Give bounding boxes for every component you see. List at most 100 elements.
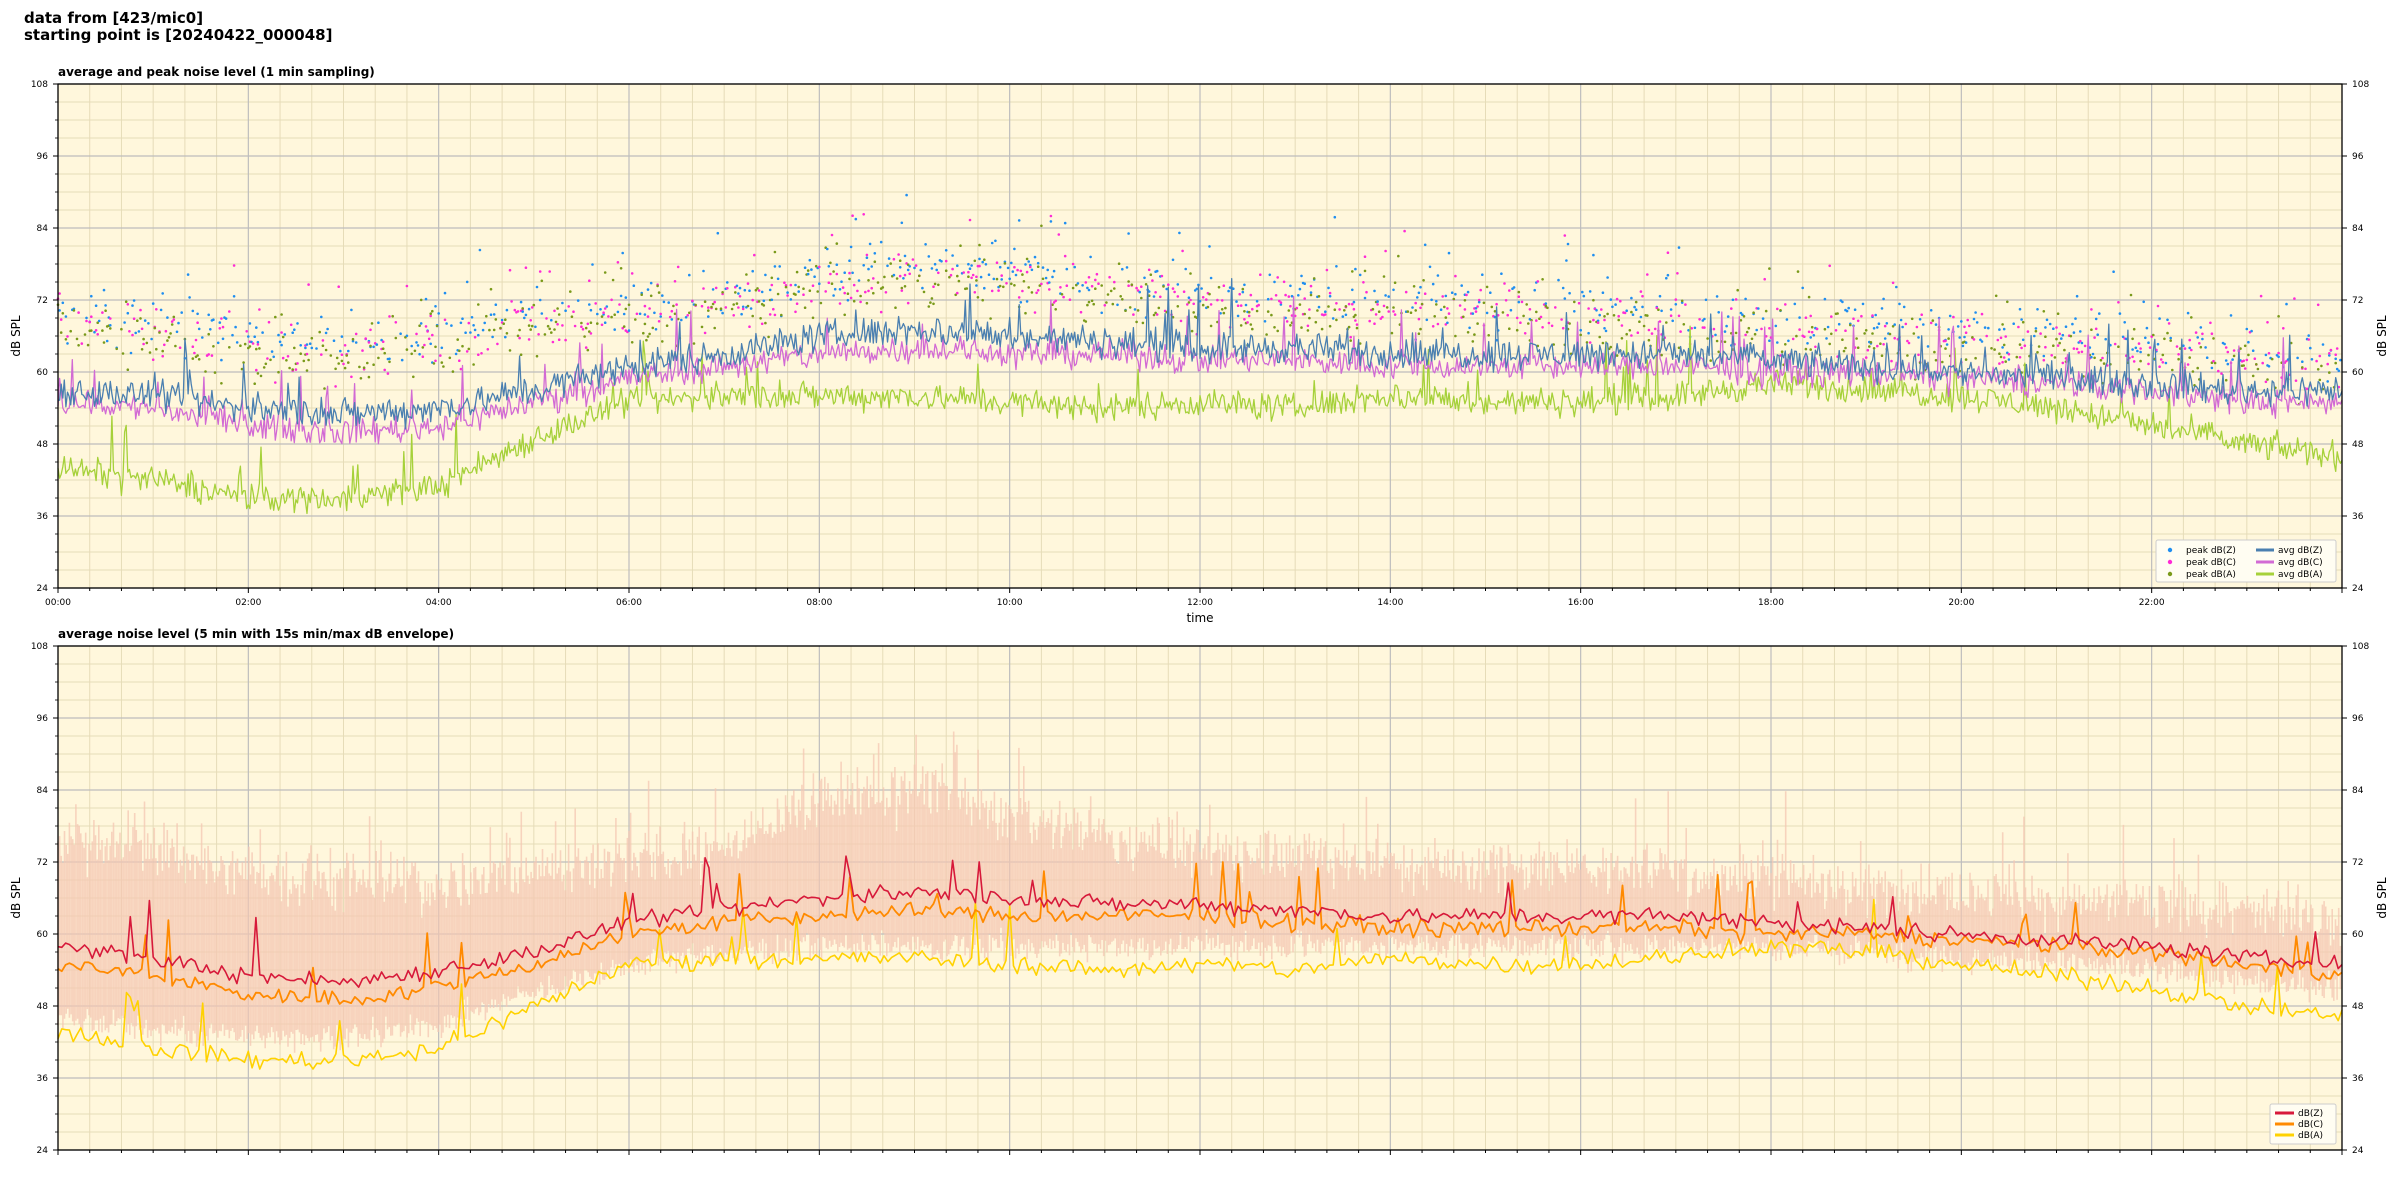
peak-point	[859, 294, 862, 298]
peak-point	[653, 311, 656, 315]
chart1-legend: dB(Z)dB(C)dB(A)	[2269, 1103, 2337, 1145]
peak-point	[738, 286, 742, 290]
peak-point	[668, 315, 672, 319]
peak-point	[485, 314, 488, 318]
peak-point	[1560, 318, 1563, 321]
peak-point	[984, 263, 988, 266]
peak-point	[835, 272, 839, 276]
peak-point	[1025, 270, 1029, 274]
peak-point	[1358, 273, 1362, 277]
peak-point	[759, 317, 762, 320]
peak-point	[161, 349, 164, 353]
peak-point	[1335, 265, 1338, 268]
peak-point	[1363, 269, 1367, 273]
peak-point	[537, 333, 540, 336]
peak-point	[207, 353, 210, 356]
peak-point	[1647, 338, 1651, 342]
peak-point	[1987, 326, 1990, 330]
peak-point	[343, 366, 347, 370]
peak-point	[883, 275, 886, 279]
peak-point	[228, 310, 231, 313]
peak-point	[1086, 286, 1089, 290]
peak-point	[997, 289, 1000, 292]
peak-point	[1974, 356, 1977, 360]
peak-point	[59, 331, 63, 334]
peak-point	[1658, 294, 1662, 298]
peak-point	[688, 273, 691, 277]
peak-point	[424, 297, 428, 301]
peak-point	[2226, 350, 2230, 354]
peak-point	[567, 305, 570, 308]
peak-point	[530, 306, 534, 309]
peak-point	[2075, 347, 2079, 351]
peak-point	[1998, 352, 2001, 356]
peak-point	[1568, 291, 1571, 295]
peak-point	[272, 355, 276, 359]
peak-point	[1365, 290, 1368, 294]
peak-point	[1899, 318, 1903, 322]
peak-point	[80, 342, 84, 345]
peak-point	[1515, 316, 1519, 320]
peak-point	[1187, 296, 1191, 299]
peak-point	[2069, 334, 2073, 338]
peak-point	[258, 347, 261, 350]
peak-point	[177, 321, 180, 325]
peak-point	[158, 331, 161, 334]
peak-point	[940, 260, 943, 263]
peak-point	[1476, 322, 1479, 325]
peak-point	[1871, 314, 1874, 317]
peak-point	[1495, 302, 1498, 306]
peak-point	[789, 298, 793, 301]
peak-point	[1587, 307, 1590, 310]
peak-point	[429, 342, 433, 346]
peak-point	[2305, 387, 2309, 391]
peak-point	[1971, 336, 1974, 339]
peak-point	[1000, 274, 1003, 277]
peak-point	[1071, 286, 1075, 290]
peak-point	[1303, 312, 1306, 316]
peak-point	[516, 334, 520, 338]
peak-point	[557, 313, 561, 316]
peak-point	[1003, 262, 1007, 265]
peak-point	[1382, 304, 1386, 308]
peak-point	[1044, 276, 1048, 280]
peak-point	[296, 322, 299, 325]
peak-point	[649, 294, 653, 298]
peak-point	[2183, 347, 2187, 350]
peak-point	[932, 285, 935, 288]
peak-point	[886, 264, 889, 268]
peak-point	[239, 344, 242, 348]
peak-point	[1444, 323, 1448, 326]
peak-point	[1287, 295, 1291, 298]
peak-point	[554, 320, 558, 324]
chart0-ylabel-left: dB SPL	[9, 315, 23, 357]
peak-point	[610, 298, 613, 302]
peak-point	[415, 341, 418, 344]
peak-point	[1052, 269, 1056, 273]
peak-point	[1362, 281, 1365, 284]
peak-point	[216, 341, 220, 345]
peak-point	[1278, 299, 1281, 303]
peak-point	[605, 305, 609, 308]
peak-point	[887, 257, 891, 260]
peak-point	[2320, 364, 2323, 368]
peak-point	[2061, 361, 2065, 365]
peak-point	[2232, 349, 2236, 352]
peak-point	[1328, 294, 1332, 298]
peak-point	[1270, 313, 1273, 317]
peak-point	[1049, 214, 1053, 218]
peak-point	[803, 306, 807, 309]
peak-point	[1945, 343, 1949, 346]
peak-point	[532, 303, 536, 307]
peak-point	[954, 293, 957, 297]
peak-point	[191, 309, 195, 313]
peak-point	[937, 283, 940, 287]
peak-point	[340, 335, 344, 338]
peak-point	[1065, 267, 1069, 271]
peak-point	[473, 335, 477, 339]
peak-point	[916, 279, 919, 282]
peak-point	[746, 304, 750, 308]
peak-point	[1952, 315, 1955, 319]
peak-point	[231, 333, 234, 337]
peak-point	[1014, 273, 1018, 277]
